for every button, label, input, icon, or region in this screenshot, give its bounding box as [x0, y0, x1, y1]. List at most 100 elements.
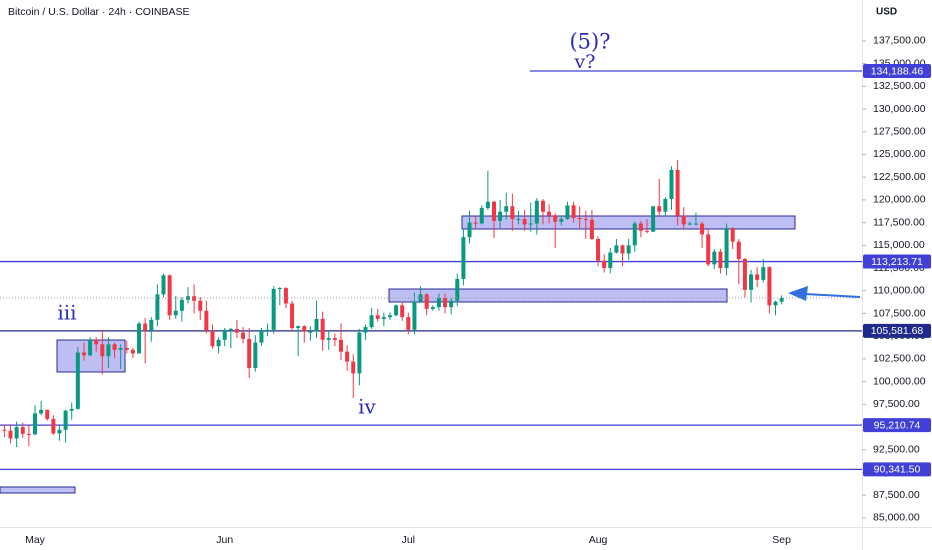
candle-body	[351, 361, 356, 374]
candle-body	[75, 352, 80, 409]
candle-body	[339, 339, 343, 352]
candle-body	[2, 429, 7, 431]
candle-body	[253, 342, 258, 368]
candle-body	[155, 294, 160, 320]
candle-body	[492, 201, 496, 221]
candle-body	[645, 230, 649, 232]
candle-body	[430, 307, 435, 309]
level-label: 95,210.74	[874, 419, 921, 431]
candle-body	[443, 298, 448, 308]
candle-body	[540, 200, 545, 212]
candle-body	[534, 200, 539, 224]
candle-body	[473, 222, 478, 224]
y-tick-label: 130,000.00	[873, 103, 926, 115]
candle-body	[69, 408, 74, 411]
candle-body	[596, 238, 601, 261]
candle-body	[485, 201, 490, 209]
candle-body	[241, 332, 246, 339]
candle-body	[394, 305, 399, 316]
y-tick-label: 132,500.00	[873, 80, 926, 92]
candle-body	[130, 349, 135, 354]
candle-body	[149, 319, 154, 331]
zones	[0, 215, 796, 494]
candle-body	[387, 315, 392, 318]
candle-body	[247, 338, 252, 368]
candle-body	[259, 330, 264, 343]
y-tick-label: 92,500.00	[873, 444, 920, 456]
candle-body	[320, 318, 325, 340]
candle-body	[412, 301, 417, 330]
candle-body	[773, 301, 778, 306]
level-label: 113,213.71	[871, 256, 923, 268]
x-tick-label: Aug	[589, 534, 608, 546]
candle-body	[192, 296, 197, 301]
candle-body	[620, 245, 625, 254]
candle-body	[553, 215, 558, 222]
candle-body	[749, 274, 754, 290]
level-label-box	[863, 323, 931, 338]
candle-body	[265, 329, 270, 331]
candle-body	[81, 352, 86, 356]
y-tick-label: 117,500.00	[873, 216, 925, 228]
candle-body	[210, 330, 215, 347]
candle-body	[94, 339, 99, 345]
candle-body	[179, 299, 184, 311]
candle-body	[736, 241, 741, 259]
candle-body	[277, 288, 282, 290]
candle-body	[589, 219, 594, 239]
candle-body	[455, 278, 460, 301]
candle-body	[369, 315, 374, 328]
arrow	[788, 286, 861, 301]
y-tick-label: 85,000.00	[873, 512, 920, 524]
candle-body	[571, 205, 576, 219]
candle-body	[675, 169, 680, 216]
candle-body	[577, 218, 582, 220]
candle-body	[100, 344, 105, 357]
level-label: 134,188.46	[871, 65, 924, 77]
level-label: 105,581.68	[871, 325, 924, 337]
candle-body	[332, 338, 337, 340]
candle-body	[118, 348, 123, 350]
candle-body	[712, 251, 717, 265]
candle-body	[234, 328, 239, 333]
candle-body	[687, 223, 692, 225]
zone	[0, 486, 76, 494]
candle-body	[302, 326, 307, 332]
candle-body	[559, 218, 564, 222]
candle-body	[173, 310, 178, 316]
candle-body	[357, 332, 362, 374]
candle-body	[547, 211, 552, 216]
candle-body	[381, 317, 386, 319]
zone	[388, 288, 728, 303]
candle-body	[51, 418, 56, 434]
y-tick-label: 125,000.00	[873, 148, 926, 160]
candle-body	[186, 296, 190, 300]
candle-body	[522, 218, 527, 225]
candle-body	[137, 323, 142, 354]
candle-body	[669, 169, 674, 199]
currency-label: USD	[876, 7, 897, 18]
arrow-head	[788, 286, 808, 301]
arrow-shaft	[804, 293, 861, 298]
candle-body	[222, 329, 227, 340]
candle-body	[583, 218, 588, 220]
candle-body	[608, 252, 613, 269]
level-label-box	[863, 462, 931, 477]
candle-body	[400, 305, 405, 318]
candle-body	[614, 245, 619, 253]
candle-body	[516, 218, 521, 220]
candle-body	[602, 260, 607, 269]
candle-body	[296, 326, 301, 329]
y-tick-label: 107,500.00	[873, 307, 926, 319]
x-tick-label: May	[25, 534, 46, 546]
candle-body	[204, 310, 209, 331]
candle-body	[424, 294, 429, 309]
candle-body	[20, 427, 25, 434]
candle-body	[63, 410, 68, 430]
candle-body	[363, 327, 368, 333]
annotation: iii	[57, 301, 76, 325]
candle-body	[761, 267, 766, 280]
candle-body	[742, 258, 747, 290]
candle-body	[26, 433, 31, 435]
